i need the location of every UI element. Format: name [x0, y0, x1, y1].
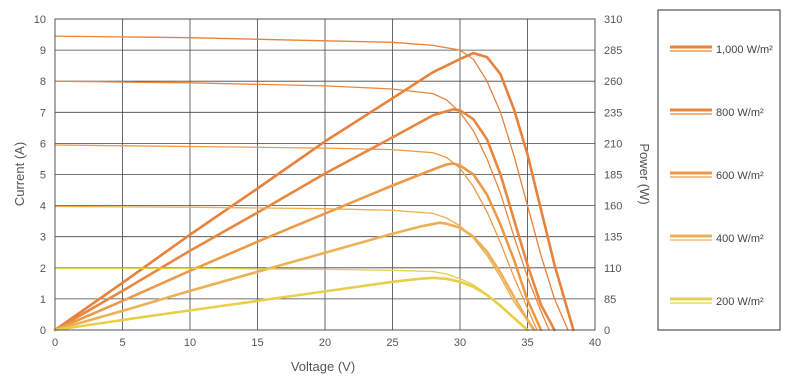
legend-item: 800 W/m²: [670, 107, 764, 119]
y2-tick-label: 310: [604, 14, 622, 26]
y2-tick-label: 110: [604, 263, 622, 275]
x-tick-label: 20: [319, 337, 331, 349]
y-tick-label: 5: [40, 170, 46, 182]
y2-tick-label: 210: [604, 138, 622, 150]
legend-layer: 1,000 W/m² 800 W/m² 600 W/m² 400 W/m² 200 W/…: [670, 44, 773, 308]
x-tick-label: 15: [251, 337, 263, 349]
y2-axis-title: Power (W): [637, 143, 652, 204]
legend-item: 400 W/m²: [670, 233, 764, 245]
y2-tick-label: 235: [604, 107, 622, 119]
y2-tick-label: 0: [604, 325, 610, 337]
legend-item: 1,000 W/m²: [670, 44, 773, 56]
legend-label: 200 W/m²: [716, 296, 764, 308]
x-axis-title: Voltage (V): [291, 359, 355, 374]
x-tick-label: 40: [589, 337, 601, 349]
y-tick-label: 6: [40, 138, 46, 150]
y-tick-label: 2: [40, 263, 46, 275]
legend-item: 200 W/m²: [670, 296, 764, 308]
y-tick-label: 8: [40, 76, 46, 88]
y2-tick-label: 160: [604, 201, 622, 213]
y-tick-label: 1: [40, 294, 46, 306]
y-tick-label: 3: [40, 232, 46, 244]
y-tick-label: 9: [40, 45, 46, 57]
legend-item: 600 W/m²: [670, 170, 764, 182]
legend-label: 1,000 W/m²: [716, 44, 773, 56]
series-current-line: [54, 144, 538, 331]
series-power-line: [53, 162, 543, 332]
series-layer: [53, 35, 575, 332]
series-power-line: [53, 276, 529, 332]
series-power-line: [53, 51, 575, 332]
legend-label: 400 W/m²: [716, 233, 764, 245]
y2-tick-label: 285: [604, 45, 622, 57]
y-axis-title: Current (A): [12, 142, 27, 206]
series-current-line: [54, 35, 569, 331]
y-tick-label: 10: [34, 14, 46, 26]
y2-tick-label: 185: [604, 170, 622, 182]
legend-box: [657, 9, 781, 331]
legend-label: 600 W/m²: [716, 170, 764, 182]
series-current-line: [54, 80, 550, 331]
x-tick-label: 5: [119, 337, 125, 349]
tick-layer: 0 5 10 15 20 25 30 35 40012345678910085110135160…: [34, 14, 623, 349]
series-current-line: [54, 205, 534, 331]
x-tick-label: 0: [52, 337, 58, 349]
y-tick-label: 7: [40, 107, 46, 119]
y2-tick-label: 135: [604, 232, 622, 244]
series-power-line: [53, 108, 556, 332]
y-tick-label: 0: [40, 325, 46, 337]
series-power-line: [53, 221, 536, 332]
x-tick-label: 35: [521, 337, 533, 349]
x-tick-label: 10: [184, 337, 196, 349]
legend-label: 800 W/m²: [716, 107, 764, 119]
y-tick-label: 4: [40, 201, 46, 213]
y2-tick-label: 260: [604, 76, 622, 88]
x-tick-label: 25: [386, 337, 398, 349]
plot-frame: [54, 18, 596, 331]
y2-tick-label: 85: [604, 294, 616, 306]
x-tick-label: 30: [454, 337, 466, 349]
